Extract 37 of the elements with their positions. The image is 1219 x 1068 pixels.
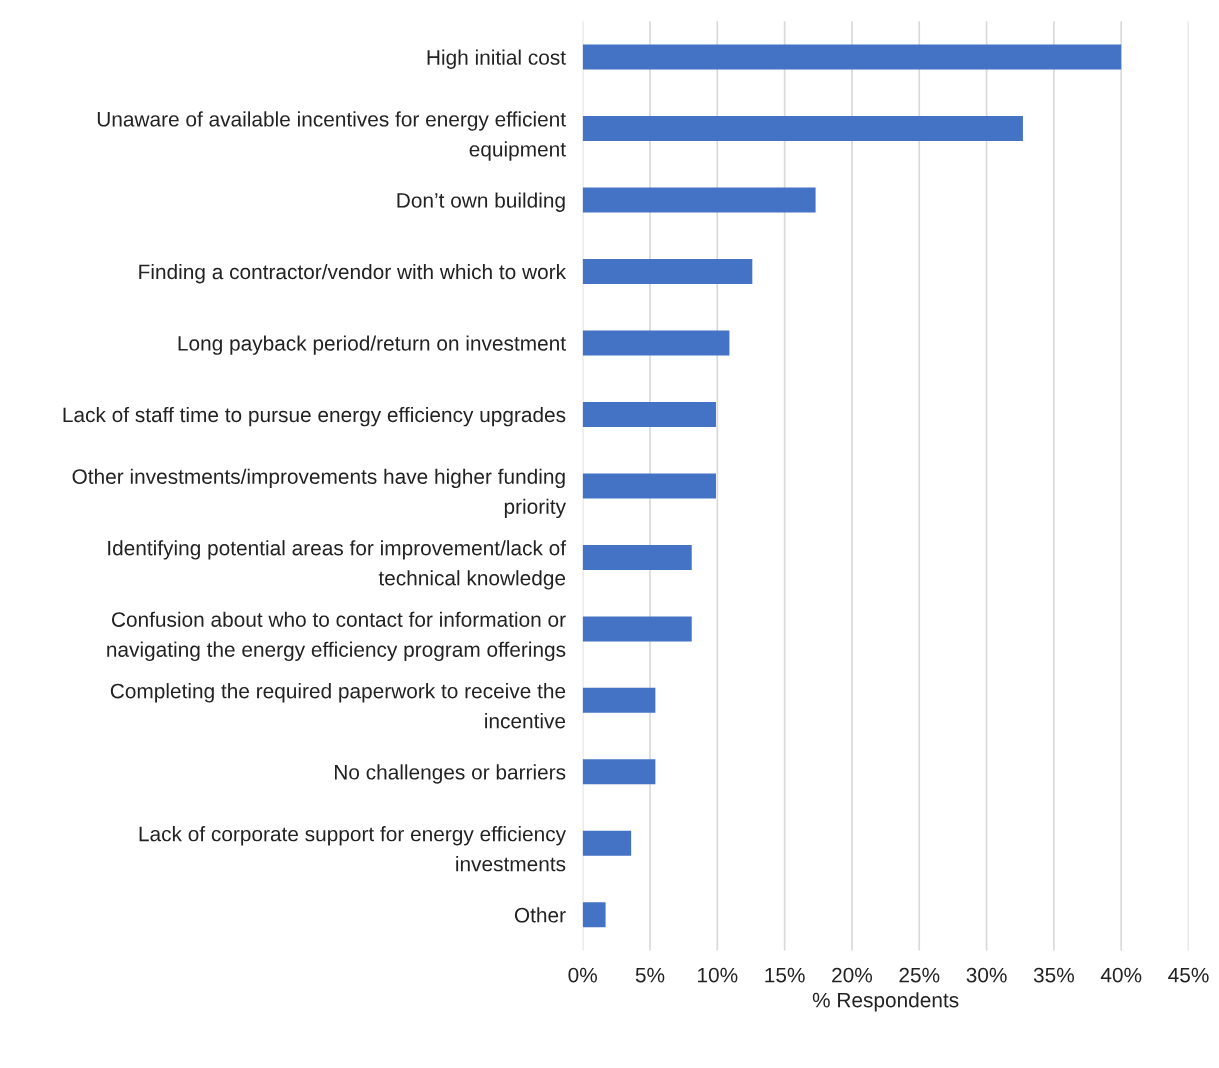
x-tick-label: 30% [966, 967, 1007, 983]
y-tick-label: Lack of staff time to pursue energy efficiency upgrades [63, 406, 566, 427]
bar [582, 759, 656, 785]
x-tick-label: 40% [1100, 967, 1142, 983]
bar [582, 259, 753, 285]
x-tick-label: 20% [832, 967, 873, 983]
y-tick-label: Other [514, 907, 566, 923]
y-tick-label: Unaware of available incentives for energy efficient equipment [97, 111, 566, 161]
y-tick-label: Confusion about who to contact for information or navigating the energy efficiency program offerings [107, 611, 566, 662]
y-tick-label: Finding a contractor/vendor with which to work [139, 263, 567, 284]
y-tick-label: High initial cost [427, 49, 566, 69]
bar [582, 187, 816, 213]
bar [582, 830, 632, 856]
x-tick-label: 10% [698, 967, 738, 983]
x-axis-title: % Respondents [812, 992, 959, 1012]
x-tick-label: 45% [1168, 967, 1209, 983]
x-tick-label: 0% [568, 967, 597, 983]
bar [582, 401, 716, 427]
bar [582, 44, 1122, 70]
bar [582, 473, 716, 499]
x-tick-label: 25% [899, 967, 940, 983]
y-tick-label: Lack of corporate support for energy efficiency investments [139, 826, 567, 872]
bar [582, 616, 692, 642]
x-tick-label: 5% [635, 967, 665, 983]
y-tick-label: Identifying potential areas for improvement/lack of technical knowledge [108, 540, 567, 590]
bar [582, 902, 606, 928]
y-tick-label: Don’t own building [397, 192, 565, 212]
y-tick-label: Long payback period/return on investment [178, 335, 566, 355]
bar [582, 687, 656, 713]
bar [582, 116, 1023, 142]
y-tick-label: Completing the required paperwork to receive the incentive [110, 683, 566, 729]
x-tick-label: 15% [765, 967, 805, 983]
y-tick-label: No challenges or barriers [334, 764, 566, 784]
bar [582, 330, 730, 356]
y-tick-label: Other investments/improvements have higher funding priority [72, 468, 566, 519]
x-tick-label: 35% [1033, 967, 1074, 983]
bar [582, 544, 692, 570]
